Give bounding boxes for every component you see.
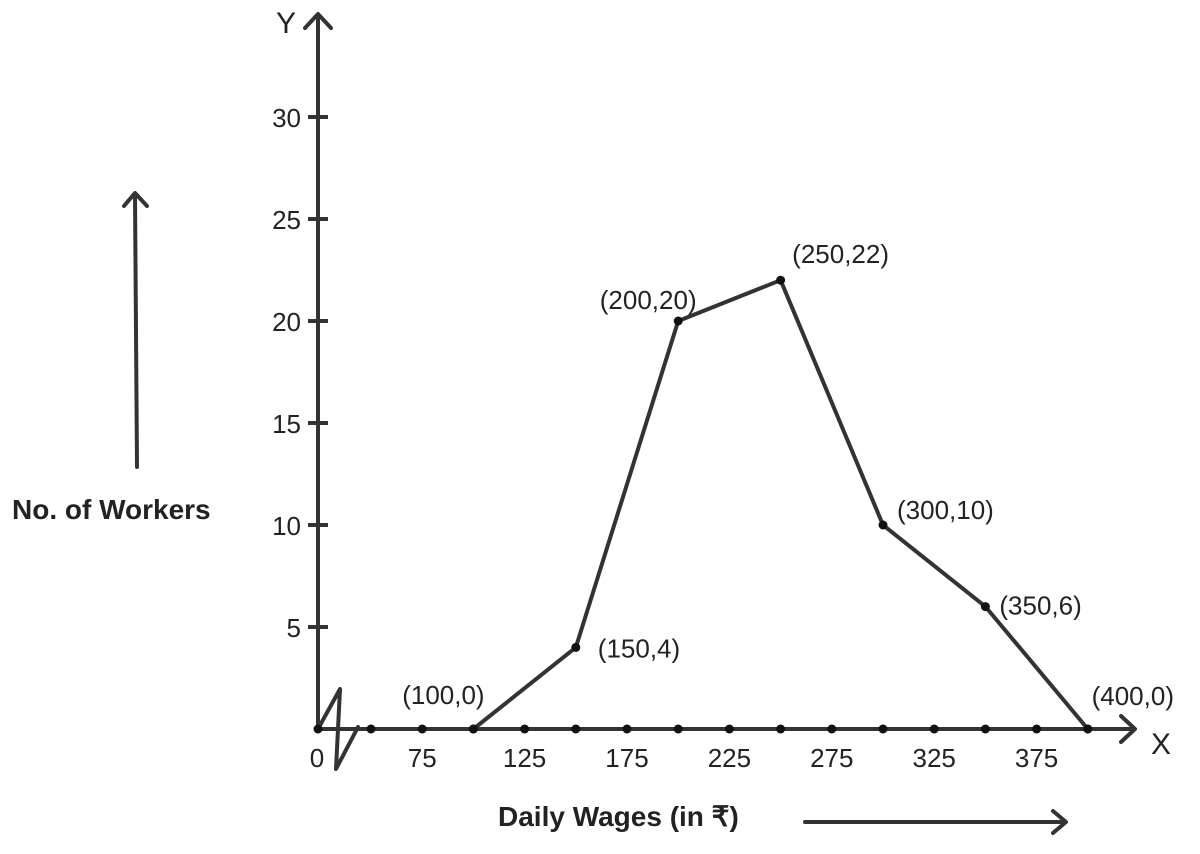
- x-axis-dot: [1032, 724, 1042, 734]
- x-axis-arrowhead: [1119, 714, 1137, 744]
- data-point-label: (400,0): [1092, 681, 1174, 711]
- data-point-label: (250,22): [792, 239, 889, 269]
- x-axis-dot: [673, 724, 683, 734]
- data-point: [878, 520, 888, 530]
- y-direction-arrow-shaft: [133, 193, 139, 469]
- y-axis-title: No. of Workers: [12, 494, 211, 525]
- data-point: [776, 275, 786, 285]
- data-point: [980, 602, 990, 612]
- y-tick-label: 30: [272, 103, 301, 133]
- data-point-label: (300,10): [897, 495, 994, 525]
- y-tick-label: 10: [272, 511, 301, 541]
- y-tick-label: 25: [272, 205, 301, 235]
- x-axis-dot: [724, 724, 734, 734]
- y-axis-arrowhead: [303, 12, 333, 30]
- x-tick-label: 275: [810, 743, 853, 773]
- x-tick-label: 325: [913, 743, 956, 773]
- x-axis-dot: [827, 724, 837, 734]
- x-axis-title: Daily Wages (in ₹): [498, 801, 739, 832]
- x-axis-dot: [776, 724, 786, 734]
- x-axis-dot: [622, 724, 632, 734]
- x-axis-dot: [929, 724, 939, 734]
- x-direction-arrowhead: [1051, 809, 1068, 835]
- x-tick-label: 75: [408, 743, 437, 773]
- data-point: [1083, 724, 1093, 734]
- x-axis-dot: [878, 724, 888, 734]
- y-tick-label: 20: [272, 307, 301, 337]
- y-axis-letter: Y: [276, 7, 296, 40]
- data-point: [571, 642, 581, 652]
- y-direction-arrowhead: [122, 191, 149, 208]
- x-tick-label: 375: [1015, 743, 1058, 773]
- axis-break-zigzag: [316, 687, 360, 771]
- data-point: [673, 316, 683, 326]
- x-tick-label: 225: [708, 743, 751, 773]
- series-line: [472, 278, 1090, 731]
- data-point-label: (350,6): [999, 591, 1081, 621]
- origin-dot: [313, 724, 323, 734]
- x-tick-label: 125: [503, 743, 546, 773]
- x-axis-dot: [980, 724, 990, 734]
- data-point-label: (100,0): [402, 680, 484, 710]
- data-point-label: (150,4): [598, 633, 680, 663]
- x-tick-label: 175: [605, 743, 648, 773]
- y-tick-label: 15: [272, 409, 301, 439]
- x-axis-dot: [520, 724, 530, 734]
- data-point: [468, 724, 478, 734]
- x-axis-dot: [571, 724, 581, 734]
- y-tick-label: 5: [287, 613, 301, 643]
- data-point-label: (200,20): [600, 285, 697, 315]
- x-axis-letter: X: [1151, 728, 1171, 761]
- x-axis-dot: [417, 724, 427, 734]
- origin-label: 0: [310, 743, 324, 773]
- x-axis-dot: [366, 724, 376, 734]
